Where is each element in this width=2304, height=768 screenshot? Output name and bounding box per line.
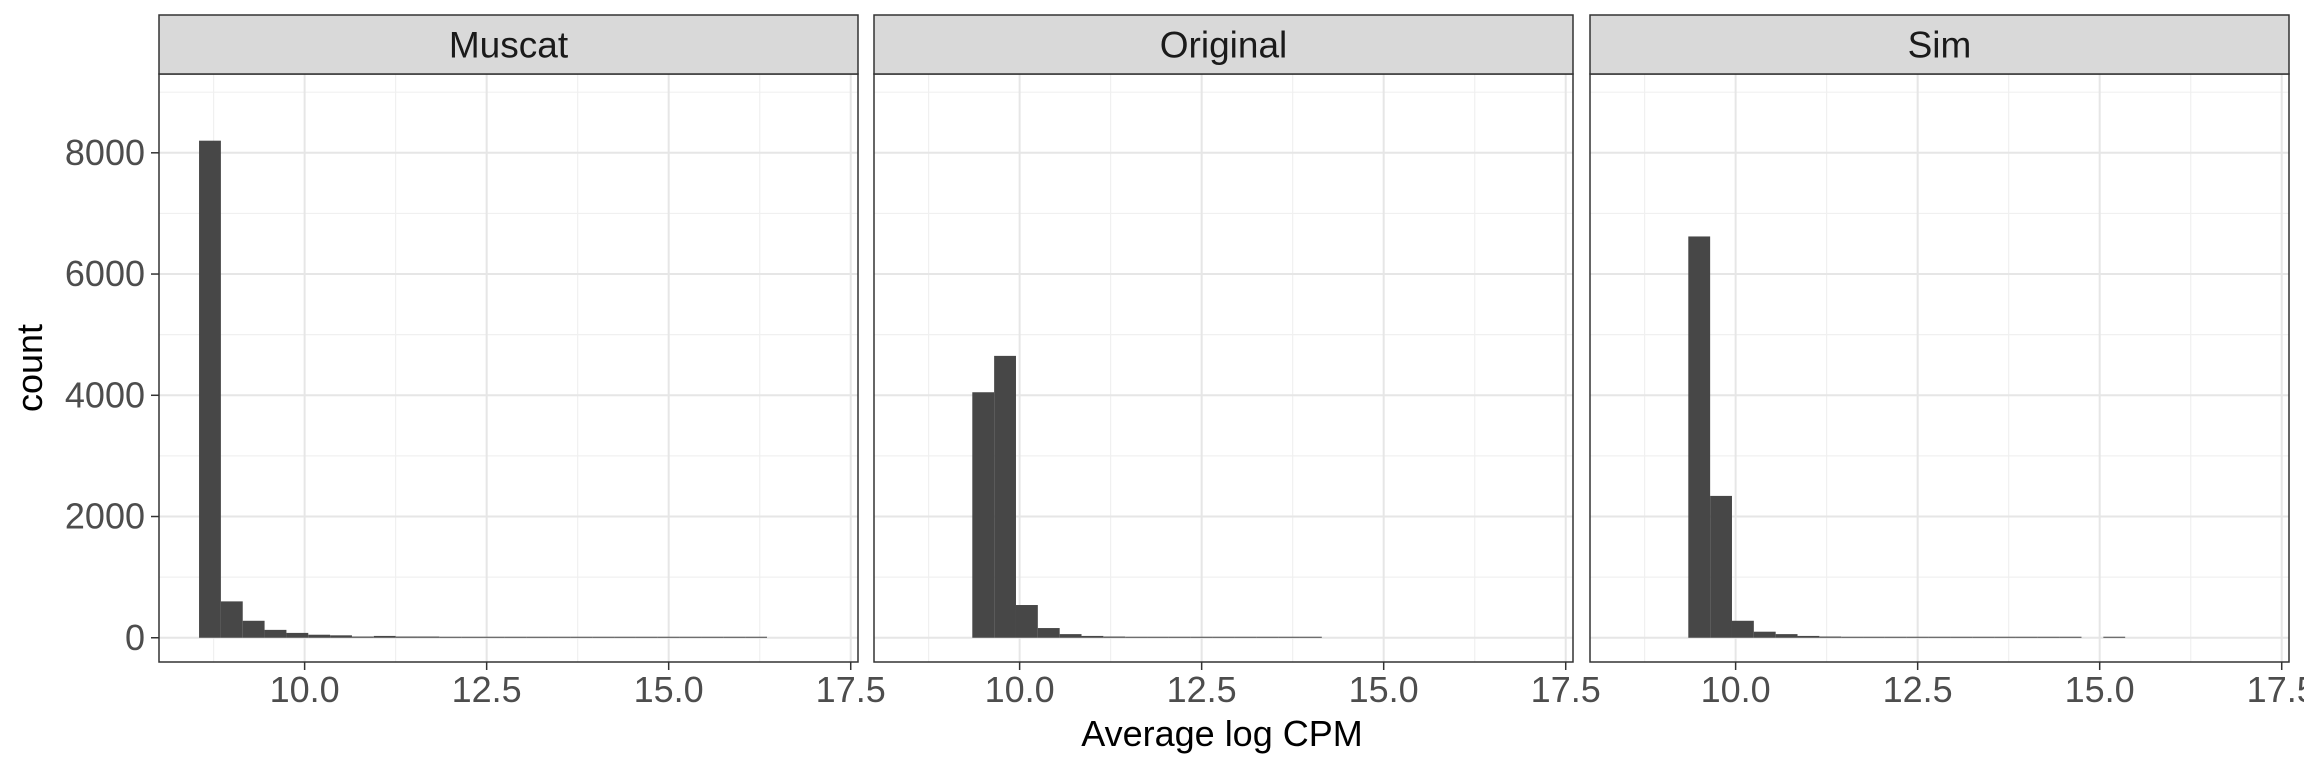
- y-tick-label: 4000: [65, 374, 145, 415]
- histogram-bar: [1103, 636, 1126, 638]
- histogram-bar: [1299, 636, 1322, 638]
- histogram-bar: [1753, 631, 1776, 638]
- x-tick-label: 12.5: [1883, 669, 1953, 710]
- histogram-bar: [994, 355, 1016, 638]
- histogram-bar: [1234, 636, 1257, 638]
- histogram-bar: [1841, 636, 1864, 638]
- histogram-bar: [972, 392, 995, 638]
- histogram-bar: [614, 636, 636, 638]
- x-tick-label: 10.0: [1701, 669, 1771, 710]
- histogram-bar: [1015, 605, 1038, 638]
- facet-strip-label: Original: [1160, 25, 1288, 66]
- histogram-bar: [1168, 636, 1191, 638]
- histogram-bar: [592, 636, 615, 638]
- histogram-bar: [1688, 236, 1711, 638]
- histogram-bar: [417, 636, 440, 638]
- x-axis-title: Average log CPM: [1081, 713, 1362, 754]
- facet-strip-label: Sim: [1908, 25, 1972, 66]
- x-tick-label: 12.5: [452, 669, 522, 710]
- histogram-bar: [504, 636, 527, 638]
- x-tick-label: 15.0: [1349, 669, 1419, 710]
- histogram-bar: [1972, 636, 1995, 638]
- histogram-bar: [1256, 636, 1279, 638]
- histogram-bar: [1278, 636, 1300, 638]
- panel-sim: Sim 10.0 12.5 15.0 17.5: [1589, 14, 2304, 710]
- histogram-bar: [2037, 636, 2060, 638]
- y-tick-label: 6000: [65, 253, 145, 294]
- histogram-bar: [439, 636, 462, 638]
- histogram-bar: [1819, 636, 1842, 638]
- facet-strip: [158, 14, 859, 75]
- histogram-bar: [483, 636, 505, 638]
- histogram-bar: [2015, 636, 2038, 638]
- histogram-bar: [1797, 635, 1820, 638]
- histogram-bar: [1212, 636, 1235, 638]
- panel-muscat: Muscat 10.0 12.5 15.0 17.5 0 2000 4000 6000 8000: [65, 14, 886, 710]
- histogram-bar: [1994, 636, 2016, 638]
- histogram-bar: [308, 634, 331, 638]
- y-tick-label: 0: [125, 617, 145, 658]
- histogram-bar: [1928, 636, 1951, 638]
- histogram-bar: [330, 635, 352, 638]
- y-tick-label: 2000: [65, 496, 145, 537]
- histogram-bar: [526, 636, 549, 638]
- histogram-bar: [1125, 636, 1148, 638]
- panel-original: Original 10.0 12.5 15.0 17.5: [873, 14, 1601, 710]
- histogram-bar: [220, 601, 243, 638]
- x-tick-label: 12.5: [1167, 669, 1237, 710]
- histogram-bar: [395, 636, 418, 638]
- histogram-bar: [1059, 634, 1082, 638]
- histogram-bar: [548, 636, 571, 638]
- x-tick-label: 17.5: [2247, 669, 2304, 710]
- y-tick-label: 8000: [65, 132, 145, 173]
- histogram-bar: [1731, 620, 1754, 638]
- histogram-bar: [1906, 636, 1929, 638]
- histogram-bar: [1884, 636, 1907, 638]
- histogram-bar: [679, 636, 702, 638]
- histogram-bar: [1081, 635, 1104, 638]
- histogram-bar: [1037, 628, 1060, 638]
- x-tick-label: 17.5: [816, 669, 886, 710]
- x-tick-label: 17.5: [1531, 669, 1601, 710]
- histogram-bar: [461, 636, 484, 638]
- facet-strip: [1589, 14, 2290, 75]
- histogram-bar: [701, 636, 724, 638]
- x-tick-label: 10.0: [270, 669, 340, 710]
- histogram-bar: [1863, 636, 1885, 638]
- histogram-bar: [657, 636, 680, 638]
- histogram-bar: [199, 140, 221, 638]
- histogram-bar: [2103, 636, 2126, 638]
- x-tick-label: 15.0: [634, 669, 704, 710]
- histogram-bar: [723, 636, 746, 638]
- histogram-bar: [264, 629, 287, 638]
- histogram-bar: [2059, 636, 2082, 638]
- histogram-bar: [1775, 634, 1798, 638]
- facet-strip-label: Muscat: [449, 25, 569, 66]
- histogram-bar: [286, 632, 309, 638]
- histogram-bar: [1147, 636, 1169, 638]
- x-tick-label: 10.0: [985, 669, 1055, 710]
- histogram-bar: [1950, 636, 1973, 638]
- histogram-bar: [1190, 636, 1213, 638]
- histogram-bar: [242, 620, 265, 638]
- x-tick-label: 15.0: [2065, 669, 2135, 710]
- histogram-bar: [570, 636, 593, 638]
- histogram-bar: [351, 636, 374, 638]
- panel-background: [159, 74, 858, 662]
- histogram-bar: [635, 636, 658, 638]
- y-axis-title: count: [9, 324, 50, 412]
- histogram-bar: [373, 635, 396, 638]
- facet-strip: [873, 14, 1574, 75]
- histogram-bar: [1710, 495, 1732, 638]
- histogram-bar: [745, 636, 767, 638]
